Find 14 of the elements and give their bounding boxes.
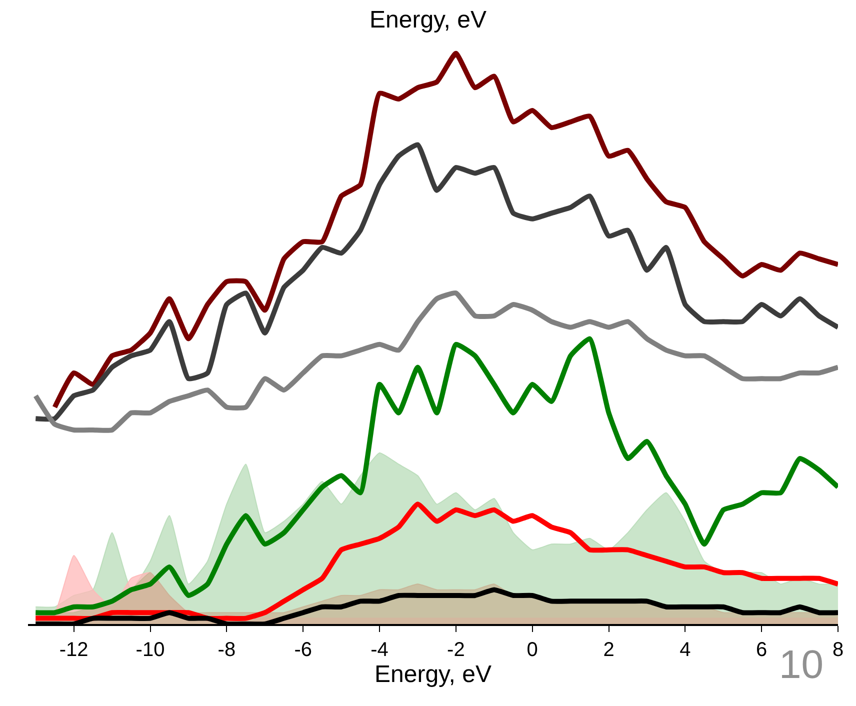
chart-title: Energy, eV: [370, 6, 486, 34]
x-tick-label: -4: [370, 639, 388, 661]
x-tick-label: 4: [680, 639, 691, 661]
x-tick-label: -8: [218, 639, 236, 661]
x-tick-label: -2: [447, 639, 465, 661]
x-axis-title: Energy, eV: [374, 661, 492, 688]
x-tick-label: 2: [603, 639, 614, 661]
x-tick-label: 6: [756, 639, 768, 661]
x-tick-label: 0: [526, 639, 538, 661]
x-tick-label: 8: [832, 639, 844, 661]
text: 10: [779, 643, 824, 687]
x-tick-label: -6: [294, 639, 312, 661]
x-tick-label: -12: [59, 639, 88, 661]
x-tick-label: -10: [136, 639, 165, 661]
